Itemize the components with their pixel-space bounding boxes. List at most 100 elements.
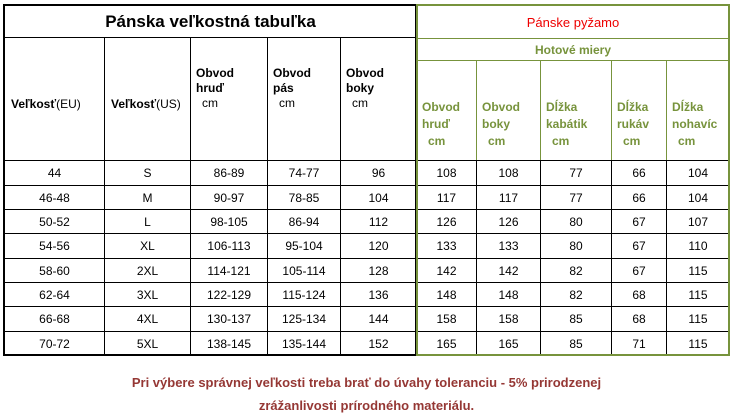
header-label: Veľkosť — [11, 97, 57, 111]
table-cell: 77 — [540, 160, 612, 186]
header-unit: (EU) — [56, 97, 81, 111]
column-header: Obvod boky cm — [340, 37, 417, 161]
table-cell: 71 — [611, 331, 667, 356]
table-cell: 104 — [666, 185, 730, 210]
table-cell: 107 — [666, 209, 730, 234]
pyjama-title: Pánske pyžamo — [416, 5, 730, 39]
table-cell: 126 — [416, 209, 477, 234]
table-cell: 130-137 — [190, 306, 268, 332]
column-header: Obvod boky cm — [476, 60, 541, 161]
pyjama-subtitle: Hotové miery — [416, 38, 730, 61]
header-unit: cm — [352, 96, 368, 110]
table-cell: 148 — [476, 282, 541, 307]
column-header: Veľkosť (US) — [104, 37, 191, 161]
table-cell: 82 — [540, 282, 612, 307]
table-cell: 98-105 — [190, 209, 268, 234]
table-cell: 85 — [540, 306, 612, 332]
table-cell: 117 — [416, 185, 477, 210]
header-unit: cm — [623, 134, 641, 148]
table-cell: 142 — [416, 258, 477, 283]
header-label: Dĺžka kabátik — [546, 100, 588, 131]
table-cell: 104 — [666, 160, 730, 186]
table-cell: 96 — [340, 160, 417, 186]
table-cell: 67 — [611, 209, 667, 234]
table-cell: 122-129 — [190, 282, 268, 307]
header-label: Obvod boky — [482, 100, 520, 131]
table-cell: 62-64 — [4, 282, 105, 307]
table-cell: 105-114 — [267, 258, 341, 283]
table-cell: 125-134 — [267, 306, 341, 332]
table-cell: 148 — [416, 282, 477, 307]
table-cell: 115 — [666, 258, 730, 283]
header-label: Obvod boky — [346, 66, 384, 95]
header-label: Obvod pás — [273, 66, 311, 95]
column-header: Dĺžka kabátik cm — [540, 60, 612, 161]
table-cell: 104 — [340, 185, 417, 210]
footer-note: Pri výbere správnej veľkosti treba brať … — [131, 375, 602, 390]
header-unit: cm — [202, 96, 218, 110]
table-cell: 115 — [666, 331, 730, 356]
table-cell: 86-89 — [190, 160, 268, 186]
column-header: Dĺžka nohavíc cm — [666, 60, 730, 161]
table-cell: 46-48 — [4, 185, 105, 210]
table-cell: 152 — [340, 331, 417, 356]
footer-note: zrážanlivosti prírodného materiálu. — [258, 398, 475, 413]
table-cell: 66-68 — [4, 306, 105, 332]
table-cell: 133 — [416, 233, 477, 259]
table-cell: 3XL — [104, 282, 191, 307]
table-cell: 74-77 — [267, 160, 341, 186]
table-cell: 108 — [476, 160, 541, 186]
table-cell: 165 — [416, 331, 477, 356]
column-header: Obvod hruď cm — [190, 37, 268, 161]
table-cell: 120 — [340, 233, 417, 259]
table-cell: 135-144 — [267, 331, 341, 356]
header-unit: cm — [678, 134, 696, 148]
header-label: Dĺžka nohavíc — [672, 100, 718, 131]
table-cell: 115 — [666, 282, 730, 307]
header-unit: cm — [552, 134, 570, 148]
table-cell: 142 — [476, 258, 541, 283]
table-cell: 66 — [611, 185, 667, 210]
header-unit: (US) — [156, 97, 181, 111]
table-cell: 68 — [611, 282, 667, 307]
column-header: Veľkosť (EU) — [4, 37, 105, 161]
table-cell: 126 — [476, 209, 541, 234]
table-cell: 115 — [666, 306, 730, 332]
column-header: Dĺžka rukáv cm — [611, 60, 667, 161]
header-label: Obvod hruď — [196, 66, 234, 95]
table-cell: 108 — [416, 160, 477, 186]
table-cell: L — [104, 209, 191, 234]
table-cell: 86-94 — [267, 209, 341, 234]
column-header: Obvod pás cm — [267, 37, 341, 161]
table-cell: 158 — [416, 306, 477, 332]
table-cell: 4XL — [104, 306, 191, 332]
table-cell: 44 — [4, 160, 105, 186]
table-cell: 77 — [540, 185, 612, 210]
header-label: Obvod hruď — [422, 100, 460, 131]
table-cell: 136 — [340, 282, 417, 307]
table-cell: 80 — [540, 209, 612, 234]
header-unit: cm — [488, 134, 506, 148]
header-unit: cm — [279, 96, 295, 110]
table-cell: XL — [104, 233, 191, 259]
table-cell: 115-124 — [267, 282, 341, 307]
table-cell: 5XL — [104, 331, 191, 356]
table-cell: 68 — [611, 306, 667, 332]
table-cell: 158 — [476, 306, 541, 332]
header-unit: cm — [428, 134, 446, 148]
table-cell: 128 — [340, 258, 417, 283]
table-cell: 95-104 — [267, 233, 341, 259]
table-cell: 138-145 — [190, 331, 268, 356]
table-cell: S — [104, 160, 191, 186]
table-cell: 165 — [476, 331, 541, 356]
table-cell: 117 — [476, 185, 541, 210]
header-label: Veľkosť — [111, 97, 157, 111]
table-cell: 112 — [340, 209, 417, 234]
table-cell: 80 — [540, 233, 612, 259]
table-cell: 66 — [611, 160, 667, 186]
table-cell: M — [104, 185, 191, 210]
table-cell: 85 — [540, 331, 612, 356]
table-cell: 133 — [476, 233, 541, 259]
table-cell: 106-113 — [190, 233, 268, 259]
